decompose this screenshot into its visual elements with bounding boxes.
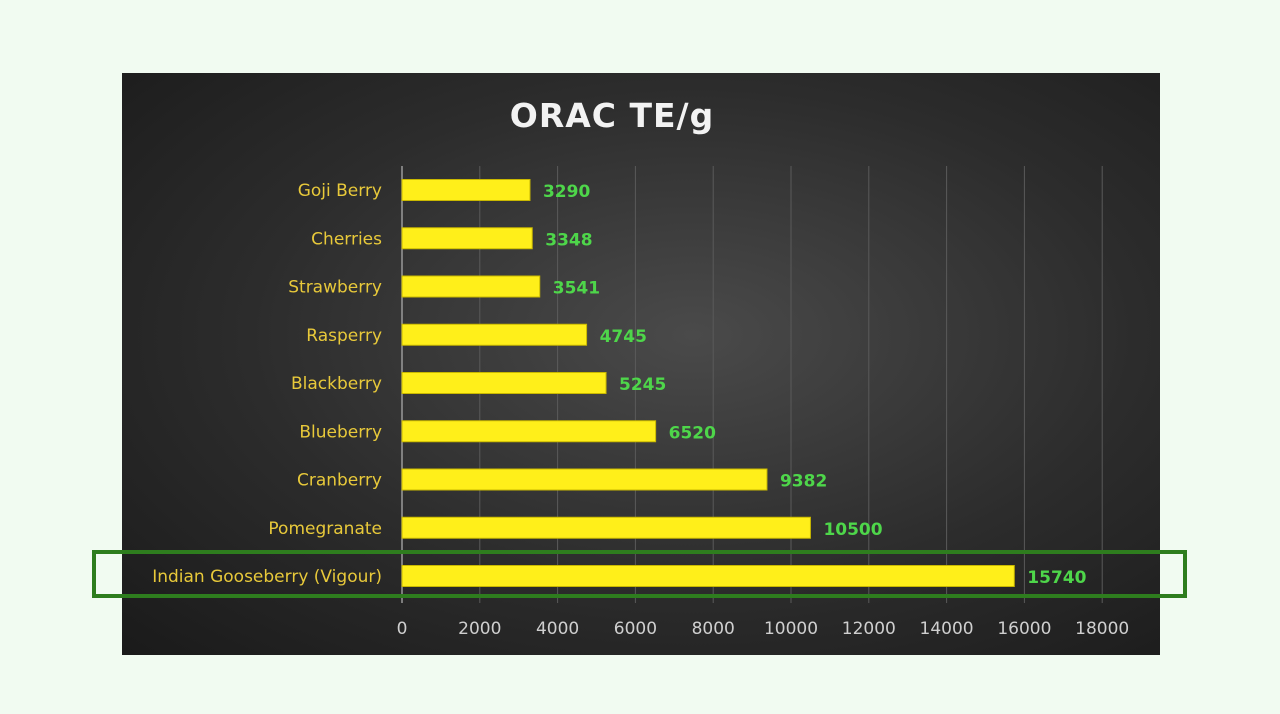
chart-panel: ORAC TE/g 0 2000 4000 6000 8000 10000 12000 140… [122,73,1160,655]
x-tick-label: 0 [397,619,408,639]
bar [401,323,588,346]
data-label: 6520 [669,423,716,443]
x-tick-label: 16000 [997,619,1051,639]
category-label: Goji Berry [298,181,382,201]
bar-chart: ORAC TE/g 0 2000 4000 6000 8000 10000 12000 140… [152,96,1129,639]
x-tick-label: 12000 [842,619,896,639]
bar [401,372,607,394]
bar [401,468,768,491]
bar [401,275,541,298]
data-label: 15740 [1027,568,1086,588]
x-tick-label: 4000 [536,619,579,639]
category-label: Strawberry [288,278,382,298]
x-tick-label: 14000 [920,619,974,639]
labels: 0 2000 4000 6000 8000 10000 12000 14000 16000 180… [152,181,1129,639]
x-tick-label: 10000 [764,619,818,639]
highlight-box [92,550,1187,598]
x-tick-label: 6000 [614,619,657,639]
data-label: 3348 [545,230,592,250]
bars [401,179,1015,587]
bar [401,227,533,250]
category-label: Indian Gooseberry (Vigour) [152,567,382,587]
x-tick-label: 8000 [692,619,735,639]
category-label: Rasperry [306,326,382,346]
data-label: 9382 [780,472,827,492]
category-label: Pomegranate [268,519,382,539]
category-label: Blackberry [291,374,382,394]
data-label: 4745 [600,327,647,347]
data-label: 3541 [553,279,600,299]
category-label: Cherries [311,229,382,249]
x-tick-label: 2000 [458,619,501,639]
bar [401,516,811,539]
bar [401,420,657,443]
data-label: 5245 [619,375,666,395]
x-tick-label: 18000 [1075,619,1129,639]
data-label: 10500 [823,520,882,540]
data-label: 3290 [543,182,590,202]
category-label: Blueberry [299,422,382,442]
bar [401,565,1015,587]
category-label: Cranberry [297,471,382,491]
chart-title: ORAC TE/g [510,96,714,135]
bar [401,179,531,201]
